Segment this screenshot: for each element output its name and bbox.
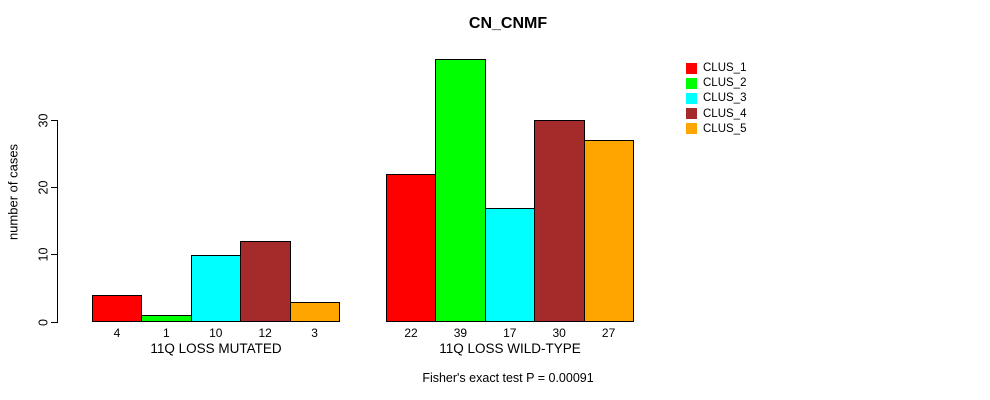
bar-value-label: 12 [258,326,272,340]
legend-color-swatch [686,92,697,104]
bar-clus-3 [484,207,536,322]
y-tick-label: 20 [36,180,51,195]
y-axis-label: number of cases [5,143,21,241]
legend-label: CLUS_3 [703,92,747,105]
y-tick-mark [51,186,58,188]
bar-clus-4 [534,120,585,322]
y-tick-label: 10 [36,247,51,262]
bar-value-label: 22 [404,326,418,340]
x-axis-group-label: 11Q LOSS WILD-TYPE [439,341,581,356]
bar-value-label: 27 [601,326,616,340]
bar-value-label: 3 [311,326,318,340]
legend-label: CLUS_4 [703,107,747,120]
legend-item: CLUS_5 [686,123,746,135]
bar-clus-2 [435,59,486,322]
bar-clus-5 [583,140,634,322]
bar-value-label: 1 [163,326,170,340]
bar-value-label: 4 [113,326,121,340]
bar-value-label: 30 [552,326,566,340]
y-tick-label: 0 [36,318,51,326]
legend-label: CLUS_2 [703,77,747,90]
bar-value-label: 10 [209,326,223,340]
legend-label: CLUS_1 [703,62,747,74]
legend-color-swatch [686,62,697,74]
legend-item: CLUS_3 [686,92,746,104]
legend-item: CLUS_4 [686,108,746,120]
chart-title: CN_CNMF [468,15,548,32]
legend-item: CLUS_1 [686,62,746,74]
y-tick-mark [51,119,58,121]
legend-item: CLUS_2 [686,77,746,89]
bar-clus-1 [92,295,143,322]
bar-clus-3 [190,254,242,322]
x-axis-group-label: 11Q LOSS MUTATED [150,341,282,356]
y-tick-mark [51,254,58,256]
y-tick-mark [51,321,58,323]
bar-clus-5 [289,301,340,322]
bar-clus-1 [386,173,437,322]
legend-label: CLUS_5 [703,122,747,135]
bar-value-label: 17 [503,326,517,340]
legend-color-swatch [686,108,697,120]
y-axis-line [57,120,58,323]
bar-value-label: 39 [453,326,468,340]
bar-clus-2 [141,315,192,322]
legend-color-swatch [686,123,697,135]
bar-clus-4 [240,241,291,322]
legend-color-swatch [686,77,697,89]
y-tick-label: 30 [36,113,51,127]
fisher-test-annotation: Fisher's exact test P = 0.00091 [422,371,594,385]
